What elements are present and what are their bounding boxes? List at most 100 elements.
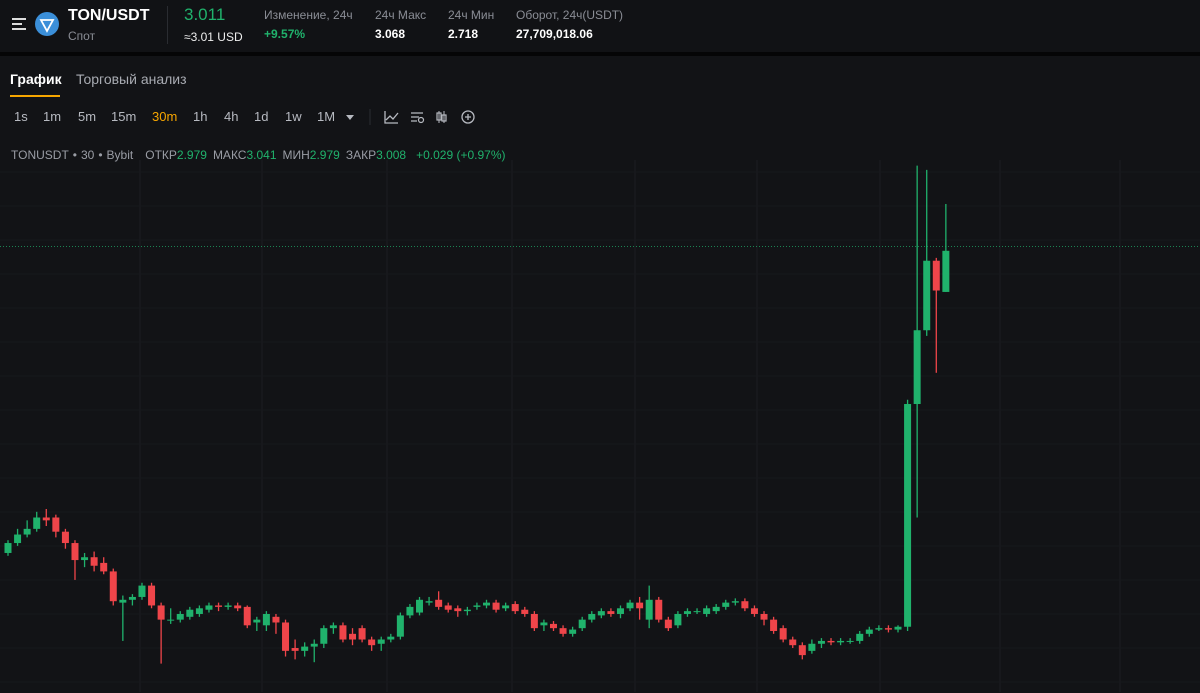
interval-button[interactable]: 1w (285, 109, 302, 124)
tab[interactable]: Торговый анализ (76, 71, 187, 87)
candle-body (865, 629, 873, 634)
legend-label: ЗАКР (345, 148, 377, 162)
candle-body (798, 645, 806, 656)
candle-body (827, 640, 835, 643)
candle-body (195, 608, 203, 614)
candle-body (722, 602, 730, 607)
period: 30 (80, 148, 95, 162)
candle-body (23, 528, 31, 535)
candle-body (588, 613, 596, 620)
candle-body (913, 330, 921, 405)
add-icon[interactable] (461, 110, 475, 124)
candle-body (502, 605, 510, 609)
candle-body (846, 640, 854, 642)
interval-button[interactable]: 1h (193, 109, 208, 124)
tab[interactable]: График (10, 71, 62, 87)
candle-body (884, 628, 892, 630)
candle-body (310, 643, 318, 647)
change: +0.029 (+0.97%) (416, 148, 506, 162)
candle-body (597, 611, 605, 616)
symbol: TONUSDT (11, 148, 69, 162)
interval-button[interactable]: 15m (111, 109, 137, 124)
candle-body (674, 613, 682, 626)
settings-icon[interactable] (411, 112, 423, 122)
candle-body (42, 517, 50, 521)
interval-button[interactable]: 4h (224, 109, 239, 124)
candle-icon[interactable] (436, 112, 442, 121)
candle-body (483, 602, 490, 606)
candle-body (894, 626, 902, 630)
candle-body (128, 596, 136, 600)
candle-body (817, 640, 825, 644)
candle-body (396, 615, 404, 637)
candle-body (932, 260, 940, 291)
price-usd: ≈3.01 USD (184, 30, 243, 44)
divider (167, 6, 168, 44)
candle-body (875, 628, 883, 630)
candle-body (358, 628, 366, 640)
candle-body (789, 639, 797, 646)
candle-body (52, 517, 60, 532)
interval-button[interactable]: 1m (43, 109, 62, 124)
candle-body (291, 648, 299, 651)
candle-body (377, 639, 385, 644)
candle-body (243, 606, 251, 626)
interval-button[interactable]: 1d (254, 109, 269, 124)
candle-body (923, 260, 931, 331)
candle-body (549, 623, 557, 629)
candle-body (215, 605, 223, 607)
candle-body (492, 602, 500, 610)
candle-body (540, 622, 548, 626)
candle-body (683, 611, 691, 614)
legend-value: 2.979 (176, 148, 207, 162)
dot: • (72, 148, 77, 162)
candle-body (779, 628, 787, 640)
candle-body (176, 613, 184, 620)
toolbar-icons (346, 109, 475, 125)
candle-body (205, 605, 213, 610)
candle-body (750, 608, 758, 614)
candle-body (578, 619, 586, 629)
candle-body (387, 636, 395, 640)
interval-button[interactable]: 1s (14, 109, 28, 124)
candle-body (157, 605, 165, 620)
candle-body (119, 599, 127, 603)
legend-items: ОТКР2.979 МАКС3.041 МИН2.979 ЗАКР3.008 (145, 148, 412, 162)
stat-label: Оборот, 24ч(USDT) (516, 8, 624, 22)
candle-body (770, 619, 778, 631)
indicator-icon[interactable] (384, 111, 399, 124)
dropdown-icon[interactable] (346, 115, 354, 120)
candle-body (856, 633, 864, 641)
menu-icon[interactable] (10, 15, 28, 33)
candle-body (349, 633, 357, 640)
candle-body (521, 609, 529, 614)
candle-body (406, 606, 414, 616)
candle-body (167, 619, 175, 621)
coin-logo (35, 12, 59, 36)
candle-body (148, 585, 156, 606)
candle-body (837, 640, 845, 643)
candle-body (655, 599, 663, 620)
candle-body (339, 625, 347, 640)
legend-value: 2.979 (309, 148, 340, 162)
candle-body (703, 608, 711, 614)
candle-body (368, 639, 376, 646)
interval-button[interactable]: 1M (317, 109, 336, 124)
candle-body (282, 622, 290, 651)
candle-body (272, 616, 280, 623)
stat-value: +9.57% (264, 27, 306, 41)
candle-body (33, 517, 41, 529)
candle-body (71, 543, 79, 561)
pair[interactable]: TON/USDT (68, 7, 150, 24)
candle-body (904, 404, 912, 627)
candle-body (511, 604, 519, 612)
interval-button[interactable]: 5m (78, 109, 97, 124)
interval-button[interactable]: 30m (152, 109, 178, 124)
legend: TONUSDT • 30 • Bybit ОТКР2.979 МАКС3.041 МИН2.9… (11, 148, 510, 162)
candle-body (262, 613, 270, 626)
candle-body (741, 601, 749, 609)
candle-body (253, 619, 261, 623)
candle-body (463, 609, 471, 612)
dot: • (98, 148, 103, 162)
